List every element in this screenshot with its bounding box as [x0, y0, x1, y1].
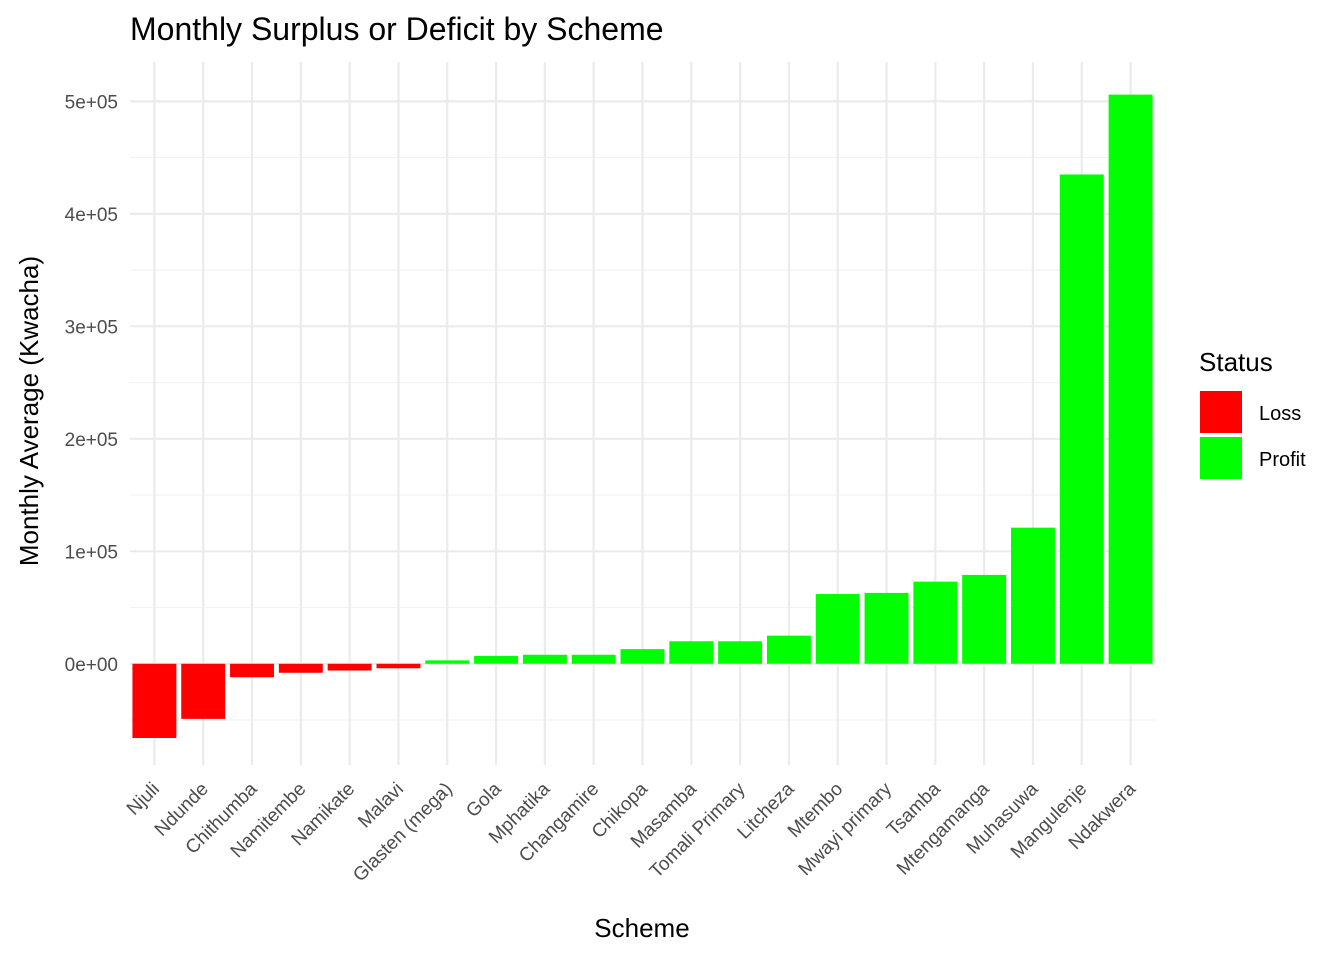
bar-masamba [669, 641, 714, 664]
legend-label-profit: Profit [1259, 449, 1306, 471]
y-tick-label: 3e+05 [65, 317, 118, 338]
bar-muhasuwa [1011, 527, 1055, 664]
bar-njuli [132, 663, 177, 739]
y-tick-label: 4e+05 [65, 205, 118, 226]
y-tick-label: 0e+00 [65, 655, 118, 676]
x-axis: NjuliNdundeChithumbaNamitembeNamikateMal… [123, 778, 1140, 886]
bar-mangulenje [1059, 174, 1104, 664]
bar-mtengamanga [962, 574, 1007, 664]
legend-key-profit [1200, 437, 1242, 479]
bars [132, 94, 1153, 739]
legend-key-loss [1200, 391, 1242, 433]
y-tick-label: 1e+05 [65, 542, 118, 563]
bar-glasten-mega [425, 660, 470, 664]
legend: Status Loss Profit [1199, 347, 1306, 479]
chart-title: Monthly Surplus or Deficit by Scheme [130, 11, 664, 47]
bar-namitembe [278, 663, 323, 673]
bar-litcheza [766, 635, 811, 664]
gridlines [130, 62, 1155, 765]
bar-gola [474, 655, 519, 664]
y-tick-label: 5e+05 [65, 92, 118, 113]
bar-mwayi-primary [864, 592, 909, 664]
x-tick-label: Gola [462, 778, 506, 822]
y-axis: 0e+00 1e+05 2e+05 3e+05 4e+05 5e+05 [65, 92, 118, 675]
y-tick-label: 2e+05 [65, 430, 118, 451]
bar-tomali-primary [718, 641, 763, 664]
legend-title: Status [1199, 347, 1273, 377]
bar-mphatika [522, 654, 567, 664]
bar-ndunde [181, 663, 226, 719]
bar-tsamba [913, 581, 958, 664]
y-axis-title: Monthly Average (Kwacha) [14, 256, 44, 566]
bar-mtembo [815, 594, 860, 664]
bar-malavi [376, 663, 421, 669]
x-axis-title: Scheme [594, 913, 689, 943]
x-tick-label: Njuli [123, 779, 164, 820]
bar-chithumba [230, 663, 274, 678]
bar-namikate [327, 663, 372, 671]
bar-ndakwera [1108, 94, 1153, 664]
bar-changamire [571, 654, 616, 664]
legend-label-loss: Loss [1259, 403, 1301, 425]
bar-chikopa [620, 649, 665, 664]
